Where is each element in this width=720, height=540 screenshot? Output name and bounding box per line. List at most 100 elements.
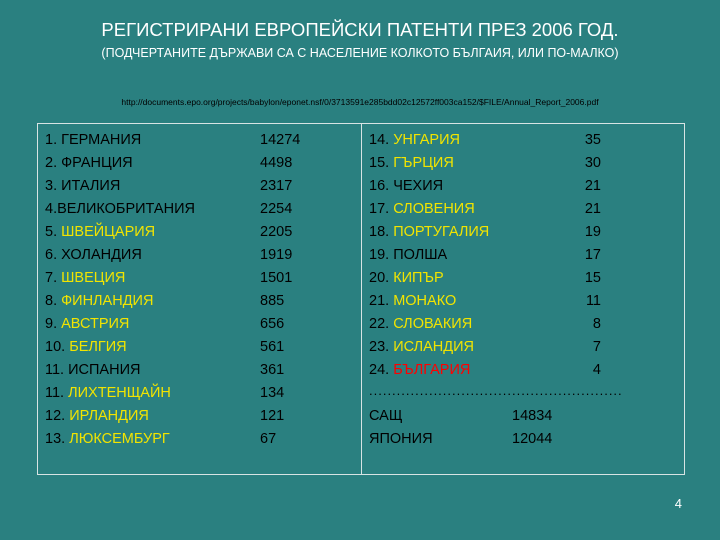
country-name: ЧЕХИЯ [393, 178, 444, 194]
rank-prefix: 24. [369, 362, 394, 378]
patent-count: 134 [260, 385, 285, 401]
left-column-row: 13. ЛЮКСЕМБУРГ 67 [45, 428, 345, 451]
rank-prefix: 11. [45, 385, 69, 401]
patent-count: 121 [260, 408, 285, 424]
country-name: ХОЛАНДИЯ [61, 247, 142, 263]
country-name: ШВЕЦИЯ [61, 270, 126, 286]
country-name: ШВЕЙЦАРИЯ [61, 224, 156, 240]
country-name: ГЪРЦИЯ [393, 155, 454, 171]
country-name: ЛЮКСЕМБУРГ [69, 431, 170, 447]
country-name: УНГАРИЯ [393, 132, 460, 148]
rank-prefix: 21. [369, 293, 394, 309]
rank-prefix: 6. [45, 247, 62, 263]
country-name: ВЕЛИКОБРИТАНИЯ [57, 201, 195, 217]
rank-prefix: 9. [45, 316, 62, 332]
patent-count: 30 [584, 155, 601, 171]
patent-count: 14274 [260, 132, 301, 148]
country-name: ФРАНЦИЯ [61, 155, 133, 171]
rank-prefix: 2. [45, 155, 62, 171]
right-column-row: 20. КИПЪР 15 [369, 267, 601, 290]
rank-prefix: 11. [45, 362, 69, 378]
left-column-row: 3. ИТАЛИЯ 2317 [45, 175, 345, 198]
patent-count: 21 [584, 201, 601, 217]
rank-prefix: 3. [45, 178, 62, 194]
patent-count: 35 [584, 132, 601, 148]
patent-count: 4 [592, 362, 601, 378]
country-name: БЕЛГИЯ [69, 339, 127, 355]
patent-count: 361 [260, 362, 285, 378]
patent-count: 4498 [260, 155, 293, 171]
patent-count: 7 [592, 339, 601, 355]
country-name: СЛОВЕНИЯ [393, 201, 475, 217]
country-name: ПОРТУГАЛИЯ [393, 224, 490, 240]
country-name: ПОЛША [393, 247, 448, 263]
others-row: ЯПОНИЯ 12044 [369, 428, 569, 451]
country-name: МОНАКО [393, 293, 457, 309]
rank-prefix: 22. [369, 316, 394, 332]
country-name: ИСЛАНДИЯ [393, 339, 474, 355]
patent-count: 561 [260, 339, 285, 355]
country-name: ГЕРМАНИЯ [61, 132, 142, 148]
patent-count: 17 [584, 247, 601, 263]
rank-prefix: 23. [369, 339, 394, 355]
patent-count: 2205 [260, 224, 293, 240]
patent-count: 11 [585, 293, 601, 309]
left-column-row: 12. ИРЛАНДИЯ 121 [45, 405, 345, 428]
left-column-row: 2. ФРАНЦИЯ 4498 [45, 152, 345, 175]
rank-prefix: 14. [369, 132, 394, 148]
patent-count: 67 [260, 431, 277, 447]
patent-count: 12044 [512, 431, 553, 447]
rank-prefix: 18. [369, 224, 394, 240]
right-column-row: 15. ГЪРЦИЯ 30 [369, 152, 601, 175]
right-column-row: 23. ИСЛАНДИЯ 7 [369, 336, 601, 359]
patent-count: 2254 [260, 201, 293, 217]
slide-title: РЕГИСТРИРАНИ ЕВРОПЕЙСКИ ПАТЕНТИ ПРЕЗ 200… [101, 19, 619, 40]
patent-count: 19 [584, 224, 601, 240]
right-column-row: 21. МОНАКО 11 [369, 290, 601, 313]
right-column-row: 17. СЛОВЕНИЯ 21 [369, 198, 601, 221]
rank-prefix: 10. [45, 339, 70, 355]
left-column-row: 9. АВСТРИЯ 656 [45, 313, 345, 336]
rank-prefix: 15. [369, 155, 394, 171]
left-column-row: 11. ЛИХТЕНЩАЙН 134 [45, 382, 345, 405]
others-row: САЩ 14834 [369, 405, 569, 428]
country-name: ИРЛАНДИЯ [69, 408, 149, 424]
patent-count: 2317 [260, 178, 293, 194]
rank-prefix: 7. [45, 270, 62, 286]
country-name: СЛОВАКИЯ [393, 316, 473, 332]
left-column-row: 11. ИСПАНИЯ 361 [45, 359, 345, 382]
patent-count: 656 [260, 316, 285, 332]
right-column-row: 18. ПОРТУГАЛИЯ 19 [369, 221, 601, 244]
rank-prefix: 13. [45, 431, 70, 447]
rank-prefix: 20. [369, 270, 394, 286]
left-column-row: 6. ХОЛАНДИЯ 1919 [45, 244, 345, 267]
country-name: БЪЛГАРИЯ [393, 362, 471, 378]
rank-prefix: 17. [369, 201, 394, 217]
left-column-row: 7. ШВЕЦИЯ 1501 [45, 267, 345, 290]
rank-prefix: 4. [45, 201, 58, 217]
right-column-row: 16. ЧЕХИЯ 21 [369, 175, 601, 198]
patent-count: 1501 [260, 270, 293, 286]
patent-count: 1919 [260, 247, 293, 263]
right-column-row: 24. БЪЛГАРИЯ 4 [369, 359, 601, 382]
left-column-row: 5. ШВЕЙЦАРИЯ 2205 [45, 221, 345, 244]
left-column-row: 8. ФИНЛАНДИЯ 885 [45, 290, 345, 313]
patent-count: 15 [584, 270, 601, 286]
left-column-row: 1. ГЕРМАНИЯ 14274 [45, 129, 345, 152]
left-column-row: 10. БЕЛГИЯ 561 [45, 336, 345, 359]
country-name: ИТАЛИЯ [61, 178, 121, 194]
patent-count: 14834 [512, 408, 553, 424]
patent-count: 21 [584, 178, 601, 194]
page-number: 4 [674, 496, 682, 511]
rank-prefix: 16. [369, 178, 394, 194]
rank-prefix: 12. [45, 408, 70, 424]
country-name: АВСТРИЯ [61, 316, 130, 332]
country-name: КИПЪР [393, 270, 444, 286]
rank-prefix: 8. [45, 293, 62, 309]
right-column-row: 19. ПОЛША 17 [369, 244, 601, 267]
right-column-row: 22. СЛОВАКИЯ 8 [369, 313, 601, 336]
slide-subtitle: (ПОДЧЕРТАНИТЕ ДЪРЖАВИ СА С НАСЕЛЕНИЕ КОЛ… [101, 46, 619, 60]
country-name: ФИНЛАНДИЯ [61, 293, 154, 309]
country-name: ЛИХТЕНЩАЙН [68, 385, 171, 401]
left-column-row: 4.ВЕЛИКОБРИТАНИЯ 2254 [45, 198, 345, 221]
